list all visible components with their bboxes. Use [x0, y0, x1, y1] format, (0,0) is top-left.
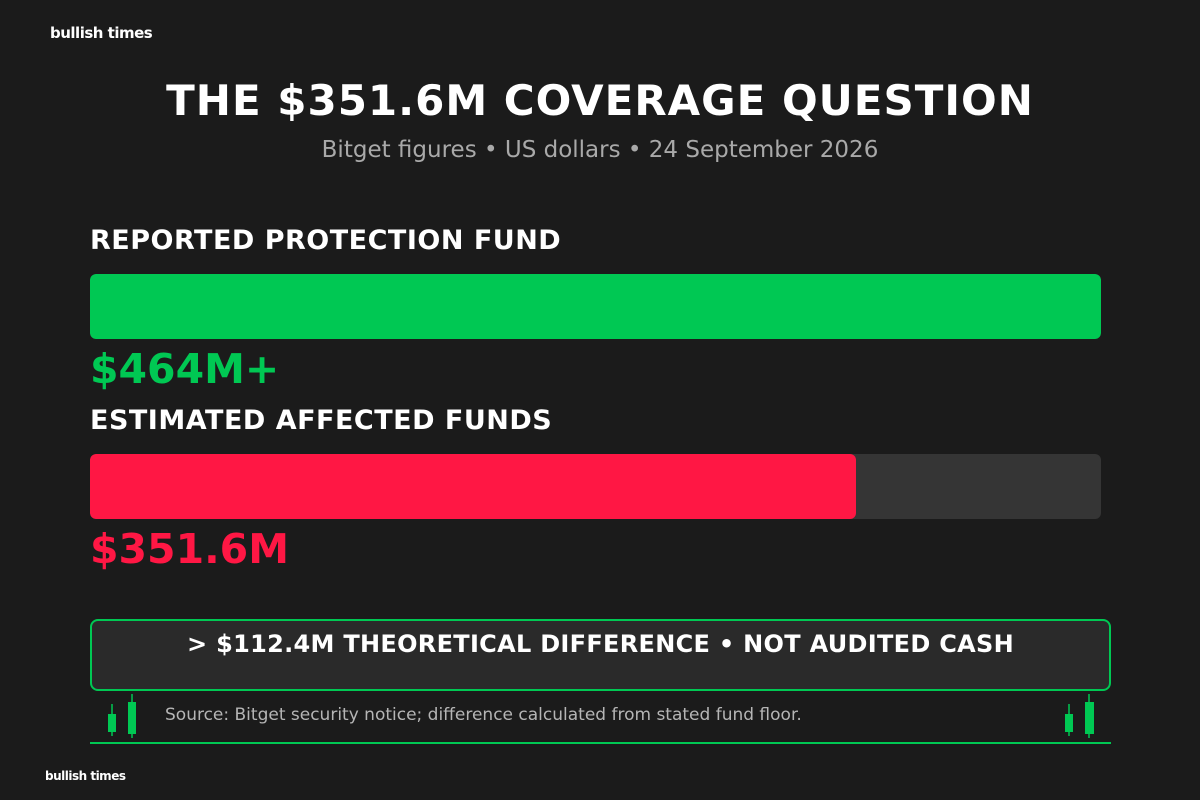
candlestick-icon-left: [108, 694, 136, 738]
difference-callout: > $112.4M THEORETICAL DIFFERENCE • NOT A…: [90, 619, 1111, 691]
bar-value-protection-fund: $464M+: [90, 345, 280, 393]
chart-subtitle: Bitget figures • US dollars • 24 Septemb…: [321, 137, 879, 163]
bar-value-affected-funds: $351.6M: [90, 525, 290, 573]
footer-divider: [90, 742, 1111, 744]
chart-title: THE $351.6M COVERAGE QUESTION: [166, 76, 1034, 125]
bar-label-protection-fund: REPORTED PROTECTION FUND: [90, 225, 562, 256]
bar-fill-affected-funds: [90, 454, 857, 519]
bar-track-protection-fund: [90, 274, 1101, 339]
brand-logo-bottom: bullish times: [45, 769, 126, 783]
brand-logo-top: bullish times: [50, 24, 153, 42]
candlestick-icon-right: [1065, 694, 1094, 738]
source-note: Source: Bitget security notice; differen…: [165, 705, 802, 725]
difference-callout-text: > $112.4M THEORETICAL DIFFERENCE • NOT A…: [187, 630, 1014, 658]
bar-label-affected-funds: ESTIMATED AFFECTED FUNDS: [90, 405, 553, 436]
bar-track-affected-funds: [90, 454, 1101, 519]
bar-fill-protection-fund: [90, 274, 1101, 339]
